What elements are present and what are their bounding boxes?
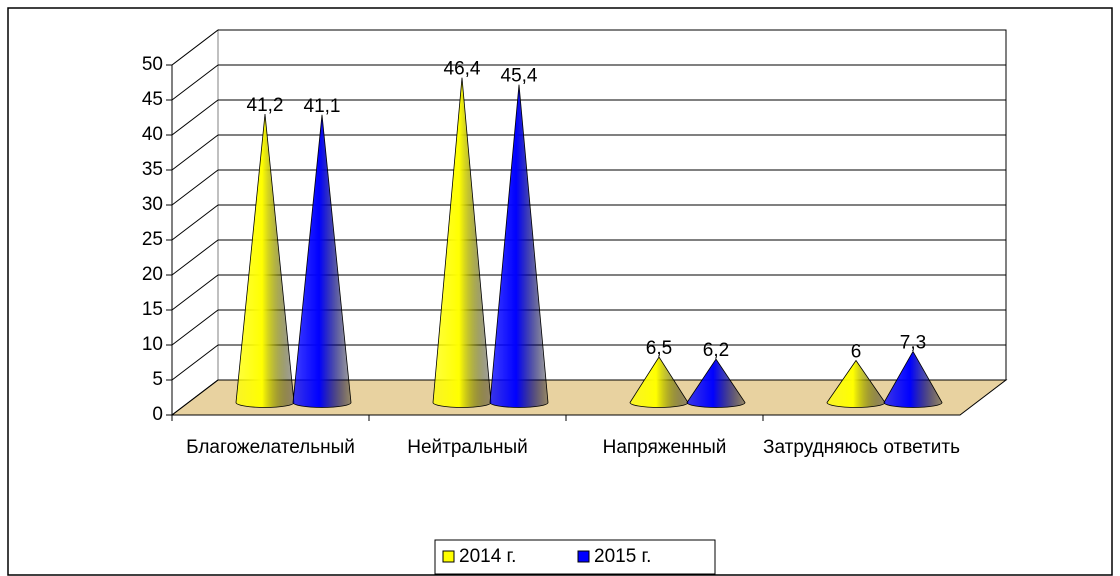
y-tick-label: 50 xyxy=(142,54,163,75)
y-tick-label: 10 xyxy=(142,334,163,355)
cone xyxy=(292,114,352,408)
legend: 2014 г. 2015 г. xyxy=(434,539,716,575)
value-label: 6,5 xyxy=(646,338,672,359)
grid-line xyxy=(171,239,219,276)
legend-box xyxy=(434,539,716,575)
y-tick-label: 20 xyxy=(142,264,163,285)
grid-line xyxy=(171,64,219,101)
grid-line xyxy=(171,309,219,346)
grid-line xyxy=(171,344,219,381)
legend-label: 2014 г. xyxy=(459,546,516,567)
legend-swatch xyxy=(577,550,590,563)
legend-swatch xyxy=(442,550,455,563)
x-tick-label: Напряженный xyxy=(602,437,727,458)
cone xyxy=(686,358,746,408)
y-tick-label: 40 xyxy=(142,124,163,145)
x-tick-label: Нейтральный xyxy=(407,437,528,458)
value-label: 6 xyxy=(851,342,862,363)
grid-line xyxy=(171,379,219,416)
legend-label: 2015 г. xyxy=(594,546,651,567)
y-tick-label: 5 xyxy=(152,369,163,390)
value-label: 41,1 xyxy=(304,96,341,117)
y-tick-label: 35 xyxy=(142,159,163,180)
value-label: 7,3 xyxy=(900,332,926,353)
value-label: 46,4 xyxy=(444,59,481,80)
x-tick-label: Затрудняюсь ответить xyxy=(763,437,960,458)
grid-line xyxy=(171,134,219,171)
value-label: 45,4 xyxy=(501,66,538,87)
grid-line xyxy=(171,274,219,311)
x-tick-label: Благожелательный xyxy=(186,437,355,458)
value-label: 6,2 xyxy=(703,340,729,361)
grid-line xyxy=(171,29,219,66)
value-label: 41,2 xyxy=(247,95,284,116)
grid-line xyxy=(171,204,219,241)
y-tick-label: 25 xyxy=(142,229,163,250)
y-tick-label: 30 xyxy=(142,194,163,215)
y-tick-label: 0 xyxy=(152,404,163,425)
cone xyxy=(489,84,549,408)
cone xyxy=(883,350,943,408)
grid-line xyxy=(171,99,219,136)
grid-line xyxy=(171,169,219,206)
y-tick-label: 45 xyxy=(142,89,163,110)
y-tick-label: 15 xyxy=(142,299,163,320)
